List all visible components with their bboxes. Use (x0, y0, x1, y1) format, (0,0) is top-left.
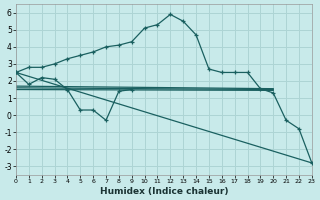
X-axis label: Humidex (Indice chaleur): Humidex (Indice chaleur) (100, 187, 228, 196)
